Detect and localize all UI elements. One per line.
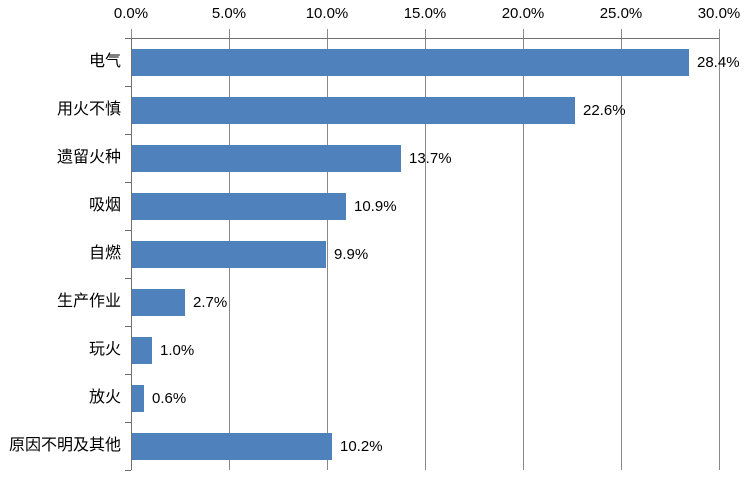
value-axis-line [131, 38, 719, 39]
category-label: 玩火 [88, 341, 121, 358]
category-label: 用火不慎 [56, 101, 121, 118]
category-label: 吸烟 [88, 197, 121, 214]
category-label: 自燃 [88, 245, 121, 262]
category-axis-tick [125, 182, 131, 183]
value-label: 10.2% [340, 438, 383, 455]
value-label: 13.7% [409, 150, 452, 167]
category-axis-tick [125, 326, 131, 327]
bar [132, 145, 401, 172]
category-axis-tick [125, 278, 131, 279]
category-axis-tick [125, 422, 131, 423]
value-label: 1.0% [160, 342, 195, 359]
category-label: 生产作业 [56, 293, 121, 310]
bar [132, 385, 144, 412]
value-axis-tick-label: 0.0% [113, 5, 149, 22]
value-label: 9.9% [334, 246, 369, 263]
category-label: 原因不明及其他 [8, 437, 121, 454]
value-axis-tick-label: 25.0% [599, 5, 643, 22]
value-label: 0.6% [152, 390, 187, 407]
value-axis-tick-label: 20.0% [501, 5, 545, 22]
value-label: 2.7% [193, 294, 228, 311]
bar [132, 193, 346, 220]
gridline [523, 29, 524, 470]
value-axis-tick-label: 5.0% [211, 5, 247, 22]
gridline [327, 29, 328, 470]
category-axis-tick [125, 374, 131, 375]
bar [132, 289, 185, 316]
category-axis-tick [125, 38, 131, 39]
value-label: 10.9% [354, 198, 397, 215]
gridline [425, 29, 426, 470]
category-label: 电气 [88, 53, 121, 70]
category-label: 遗留火种 [56, 149, 121, 166]
bar [132, 241, 326, 268]
category-axis-line [131, 38, 132, 470]
category-axis-tick [125, 86, 131, 87]
value-axis-tick-label: 15.0% [403, 5, 447, 22]
bar [132, 337, 152, 364]
bar [132, 433, 332, 460]
gridline [719, 29, 720, 470]
bar [132, 49, 689, 76]
value-axis-tick-label: 10.0% [305, 5, 349, 22]
bar [132, 97, 575, 124]
value-label: 22.6% [583, 102, 626, 119]
category-axis-tick [125, 134, 131, 135]
value-axis-tick-label: 30.0% [697, 5, 741, 22]
gridline [621, 29, 622, 470]
value-label: 28.4% [697, 54, 740, 71]
category-axis-tick [125, 470, 131, 471]
category-label: 放火 [88, 389, 121, 406]
category-axis-tick [125, 230, 131, 231]
